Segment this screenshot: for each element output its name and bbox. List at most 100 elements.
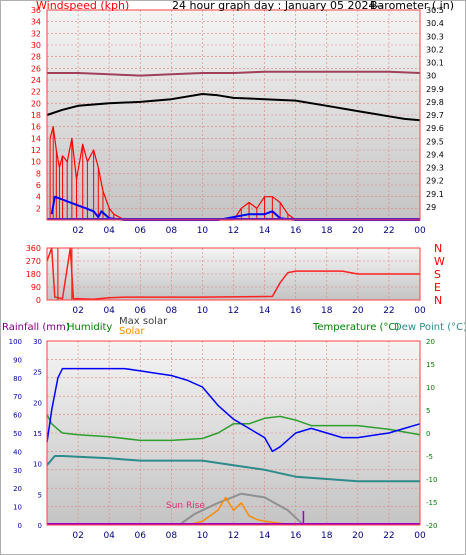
gust-line (49, 126, 420, 221)
top-left-tick: 6 (36, 181, 41, 190)
rain-tick: 25 (33, 369, 42, 377)
top-left-tick: 8 (36, 169, 41, 178)
barometer-label: Barometer (.in) (370, 0, 454, 12)
top-left-tick: 14 (31, 134, 41, 143)
top-right-tick: 30.3 (426, 32, 444, 41)
bottom-xtick: 02 (72, 531, 83, 541)
top-right-tick: 30 (426, 72, 436, 81)
mid-xtick: 16 (290, 306, 302, 316)
mid-left-tick: 360 (26, 244, 41, 253)
mid-xtick: 20 (352, 306, 364, 316)
top-left-tick: 18 (31, 111, 41, 120)
top-right-tick: 30.4 (426, 19, 444, 28)
humidity-tick: 40 (13, 448, 22, 456)
bottom-xtick: 12 (228, 531, 239, 541)
bottom-xtick: 14 (259, 531, 271, 541)
direction-line (46, 247, 420, 301)
mid-xtick: 06 (135, 306, 147, 316)
top-left-tick: 2 (36, 204, 41, 213)
max-solar-line (178, 492, 305, 526)
mid-right-tick: S (434, 268, 441, 281)
top-right-tick: 30.1 (426, 59, 444, 68)
bottom-xtick: 20 (352, 531, 364, 541)
top-xtick: 22 (383, 226, 394, 236)
top-left-tick: 32 (31, 29, 41, 38)
top-left-tick: 28 (31, 53, 41, 62)
top-right-tick: 29.4 (426, 150, 444, 159)
rain-tick: 5 (38, 491, 42, 499)
mid-right-tick: N (434, 242, 442, 255)
mid-xtick: 00 (414, 306, 426, 316)
top-xtick: 12 (228, 226, 239, 236)
top-xtick: 06 (135, 226, 147, 236)
temp-tick: -10 (426, 476, 437, 484)
top-xtick: 20 (352, 226, 364, 236)
humidity-label: Humidity (67, 322, 112, 333)
bottom-xtick: 10 (197, 531, 209, 541)
humidity-line (46, 414, 421, 442)
top-right-tick: 29.5 (426, 137, 444, 146)
temp-tick: 10 (426, 384, 435, 392)
top-left-tick: 20 (31, 99, 41, 108)
bottom-xtick: 04 (103, 531, 115, 541)
top-left-tick: 30 (31, 41, 41, 50)
temp-tick: -15 (426, 499, 437, 507)
humidity-tick: 100 (9, 338, 22, 346)
mid-xtick: 04 (103, 306, 115, 316)
top-xtick: 10 (197, 226, 209, 236)
baro-line (46, 93, 421, 122)
top-right-tick: 29.8 (426, 98, 444, 107)
top-xtick: 02 (72, 226, 83, 236)
max-solar-label: Max solar (119, 316, 168, 327)
mid-left-tick: 90 (31, 283, 41, 292)
top-xtick: 14 (259, 226, 271, 236)
bottom-xtick: 18 (321, 531, 333, 541)
top-left-tick: 34 (31, 18, 41, 27)
top-right-tick: 29.2 (426, 177, 444, 186)
dew-point-line (46, 455, 420, 483)
mid-left-tick: 270 (26, 257, 41, 266)
windspeed-label: Windspeed (kph) (36, 0, 129, 12)
mid-xtick: 18 (321, 306, 333, 316)
top-xtick: 00 (414, 226, 426, 236)
mid-panel-border (46, 247, 421, 301)
top-left-tick: 12 (31, 146, 41, 155)
mid-xtick: 12 (228, 306, 239, 316)
mid-right-tick: E (434, 281, 441, 294)
top-right-tick: 29.9 (426, 85, 444, 94)
chart-title: 24 hour graph day : January 05 2024-- (172, 0, 383, 12)
top-right-tick: 29.3 (426, 164, 444, 173)
top-xtick: 08 (166, 226, 178, 236)
mid-right-tick: N (434, 294, 442, 307)
top-left-tick: 36 (31, 6, 41, 15)
top-panel-border (46, 9, 421, 221)
top-left-tick: 22 (31, 88, 41, 97)
humidity-tick: 0 (18, 522, 22, 530)
bottom-xtick: 22 (383, 531, 394, 541)
mid-left-tick: 0 (36, 296, 41, 305)
baro-upper-line (47, 70, 421, 77)
temp-tick: 0 (426, 430, 430, 438)
top-right-tick: 29.7 (426, 111, 444, 120)
humidity-tick: 70 (13, 393, 22, 401)
humidity-tick: 10 (13, 504, 22, 512)
rain-tick: 10 (33, 461, 42, 469)
top-xtick: 04 (103, 226, 115, 236)
temp-tick: 20 (426, 338, 435, 346)
solar-line (186, 496, 296, 526)
rain-tick: 30 (33, 338, 42, 346)
temp-tick: 15 (426, 361, 435, 369)
rain-tick: 20 (33, 399, 42, 407)
top-right-tick: 29 (426, 203, 436, 212)
humidity-tick: 50 (13, 430, 22, 438)
bottom-xtick: 08 (166, 531, 178, 541)
top-left-tick: 4 (36, 193, 41, 202)
top-right-tick: 29.6 (426, 124, 444, 133)
top-left-tick: 16 (31, 123, 41, 132)
humidity-tick: 20 (13, 485, 22, 493)
top-left-tick: 24 (31, 76, 41, 85)
sunrise-label: Sun Rise (166, 501, 205, 511)
humidity-tick: 30 (13, 467, 22, 475)
bottom-xtick: 06 (135, 531, 147, 541)
